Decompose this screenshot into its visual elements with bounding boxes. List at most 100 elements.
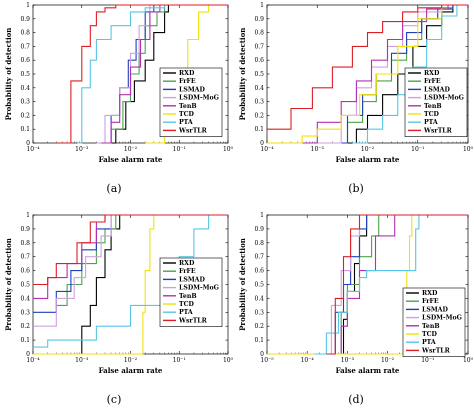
legend-label: LSMAD: [179, 86, 205, 93]
y-tick-label: 0.8: [254, 30, 264, 37]
legend-box: [404, 67, 468, 137]
y-tick-label: 0.7: [20, 254, 30, 261]
legend-label: PTA: [179, 119, 193, 126]
y-tick-label: 0.2: [20, 323, 30, 330]
y-tick-label: 0.9: [254, 16, 264, 23]
y-tick-label: 0.4: [254, 85, 264, 92]
legend-label: LSMAD: [424, 86, 450, 93]
y-tick-label: 0.3: [20, 309, 30, 316]
x-tick-label: 10⁻¹: [421, 357, 434, 364]
y-tick-label: 0.6: [20, 57, 30, 64]
series-line-tenb: [302, 4, 468, 144]
y-tick-label: 0: [260, 351, 264, 358]
y-axis-label: Probability of detection: [238, 28, 247, 121]
y-tick-label: 1: [260, 212, 264, 219]
y-tick-label: 0.2: [254, 112, 264, 119]
y-tick-label: 0.5: [254, 282, 264, 289]
legend-label: LSMAD: [179, 276, 205, 283]
x-tick-label: 10⁻¹: [173, 146, 186, 153]
y-tick-label: 0.2: [254, 323, 264, 330]
legend-label: WsrTLR: [178, 317, 208, 324]
x-axis-label: False alarm rate: [99, 155, 163, 164]
x-axis-label: False alarm rate: [336, 366, 400, 375]
x-tick-label: 10⁰: [223, 357, 234, 364]
y-tick-label: 0.7: [254, 254, 264, 261]
y-tick-label: 1: [26, 2, 30, 9]
legend-label: LSDM-MoG: [424, 95, 464, 102]
legend-label: PTA: [422, 339, 436, 346]
legend-label: TenB: [179, 103, 197, 110]
x-tick-label: 10⁻²: [381, 357, 395, 364]
legend-label: TCD: [424, 111, 440, 118]
legend-label: LSDM-MoG: [422, 315, 462, 322]
y-axis-label: Probability of detection: [238, 238, 247, 331]
y-tick-label: 0.8: [20, 240, 30, 247]
legend-label: TenB: [179, 293, 197, 300]
y-axis-label: Probability of detection: [4, 28, 13, 121]
x-tick-label: 10⁻¹: [411, 146, 424, 153]
series-line-wsrtlr: [267, 4, 468, 130]
series-line-pta: [314, 214, 468, 355]
chart-panel: 0 0.1 0.2 0.3 0.4 0.5 0.6 0.7 0.8 0.9 1 10⁻⁴ 10⁻³ 10⁻…: [4, 212, 234, 406]
y-tick-label: 0.3: [20, 99, 30, 106]
x-tick-label: 10⁰: [463, 357, 474, 364]
legend-label: RXD: [179, 260, 195, 267]
series-line-tcd: [267, 4, 468, 144]
y-tick-label: 0.9: [254, 226, 264, 233]
legend-box: [402, 287, 466, 357]
series-line-frfe: [96, 4, 228, 144]
x-tick-label: 10⁻²: [361, 146, 375, 153]
y-tick-label: 0.4: [20, 85, 30, 92]
panel-caption: (a): [106, 182, 121, 195]
y-tick-label: 0.6: [254, 268, 264, 275]
legend-label: TCD: [179, 301, 195, 308]
y-tick-label: 0: [260, 140, 264, 147]
legend-label: RXD: [424, 70, 440, 77]
series-line-tenb: [101, 4, 228, 144]
series-line-wsrtlr: [33, 214, 228, 286]
legend-label: FrFE: [422, 298, 439, 305]
y-tick-label: 0.7: [254, 43, 264, 50]
y-tick-label: 0.3: [254, 99, 264, 106]
y-tick-label: 0.9: [20, 226, 30, 233]
y-tick-label: 0.9: [20, 16, 30, 23]
y-tick-label: 0: [26, 351, 30, 358]
legend-label: TCD: [179, 111, 195, 118]
legend-label: TenB: [424, 103, 442, 110]
y-tick-label: 1: [26, 212, 30, 219]
legend-label: LSMAD: [422, 306, 448, 313]
panel-caption: (b): [348, 182, 364, 195]
legend-label: FrFE: [424, 78, 441, 85]
x-tick-label: 10⁻³: [75, 357, 89, 364]
legend-label: RXD: [422, 290, 438, 297]
series-line-wsrtlr: [56, 4, 228, 144]
panel-caption: (d): [348, 393, 364, 406]
y-tick-label: 0.5: [20, 282, 30, 289]
y-tick-label: 0.1: [254, 337, 264, 344]
series-line-frfe: [56, 214, 228, 306]
y-tick-label: 0.6: [20, 268, 30, 275]
y-tick-label: 0.2: [20, 112, 30, 119]
y-axis-label: Probability of detection: [4, 238, 13, 331]
y-tick-label: 0.8: [20, 30, 30, 37]
legend-label: LSDM-MoG: [179, 95, 219, 102]
legend-label: TenB: [422, 323, 440, 330]
legend-label: RXD: [179, 70, 195, 77]
y-tick-label: 0.3: [254, 309, 264, 316]
series-line-frfe: [332, 4, 468, 144]
legend-label: LSDM-MoG: [179, 285, 219, 292]
y-tick-label: 0.5: [20, 71, 30, 78]
x-axis-label: False alarm rate: [99, 366, 163, 375]
x-tick-label: 10⁻³: [341, 357, 355, 364]
y-tick-label: 0.4: [20, 295, 30, 302]
x-tick-label: 10⁻⁵: [260, 357, 274, 364]
y-tick-label: 0.7: [20, 43, 30, 50]
x-tick-label: 10⁻³: [311, 146, 325, 153]
x-tick-label: 10⁻⁴: [26, 357, 40, 364]
x-tick-label: 10⁻¹: [173, 357, 186, 364]
x-tick-label: 10⁻²: [124, 146, 138, 153]
series-line-lsdm-mog: [33, 214, 228, 327]
legend-box: [159, 67, 223, 137]
